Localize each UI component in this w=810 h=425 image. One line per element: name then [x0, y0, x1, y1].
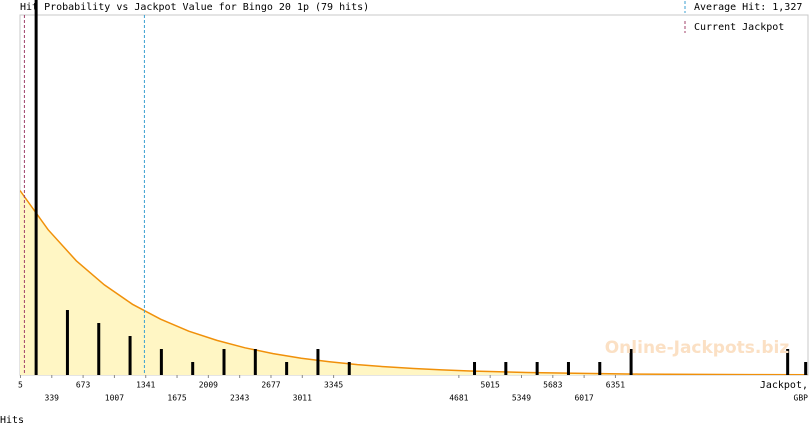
- bar: [504, 362, 508, 375]
- bar: [128, 336, 132, 375]
- bar: [786, 349, 790, 375]
- hits-label: Hits: [0, 415, 24, 425]
- bar: [566, 362, 570, 375]
- x-tick-label: 6017: [574, 394, 593, 403]
- x-tick-label: 1007: [105, 394, 124, 403]
- bar: [253, 349, 257, 375]
- bar: [804, 362, 808, 375]
- x-tick-label: 3011: [293, 394, 312, 403]
- x-axis-label: GBP: [794, 394, 809, 403]
- plot: [20, 0, 808, 375]
- bar: [347, 362, 351, 375]
- watermark: Online-Jackpots.biz: [605, 338, 790, 358]
- bar: [629, 349, 633, 375]
- x-tick-label: 5015: [481, 381, 500, 390]
- x-tick-label: 1341: [136, 381, 155, 390]
- bar: [191, 362, 195, 375]
- chart-title: Hit Probability vs Jackpot Value for Bin…: [20, 2, 369, 13]
- bar: [159, 349, 163, 375]
- x-axis-label: Jackpot,: [760, 380, 808, 391]
- x-tick-label: 2009: [199, 381, 218, 390]
- bar: [535, 362, 539, 375]
- x-tick-label: 4681: [449, 394, 468, 403]
- x-tick-label: 3345: [324, 381, 343, 390]
- legend-label: Average Hit: 1,327: [694, 2, 802, 13]
- bar: [316, 349, 320, 375]
- x-tick-label: 5: [18, 381, 23, 390]
- bar: [285, 362, 289, 375]
- bar: [598, 362, 602, 375]
- x-tick-label: 6351: [606, 381, 625, 390]
- x-tick-label: 5349: [512, 394, 531, 403]
- bar: [222, 349, 226, 375]
- bar: [97, 323, 101, 375]
- bar: [473, 362, 477, 375]
- x-tick-label: 2343: [230, 394, 249, 403]
- x-tick-label: 1675: [167, 394, 186, 403]
- x-tick-label: 2677: [261, 381, 280, 390]
- x-tick-label: 5683: [543, 381, 562, 390]
- x-tick-label: 339: [45, 394, 60, 403]
- bar: [34, 0, 38, 375]
- x-tick-label: 673: [76, 381, 91, 390]
- legend-label: Current Jackpot: [694, 22, 784, 33]
- bar: [65, 310, 69, 375]
